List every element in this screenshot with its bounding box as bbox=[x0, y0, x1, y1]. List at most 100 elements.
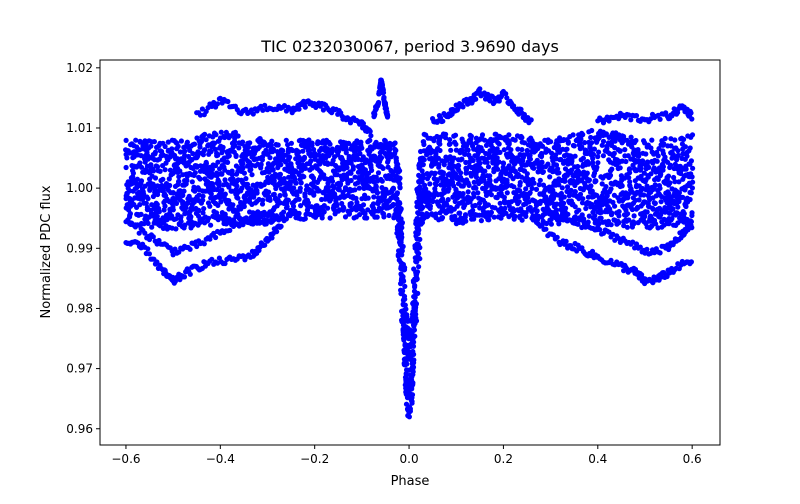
data-point bbox=[145, 220, 151, 226]
data-point bbox=[279, 147, 285, 154]
data-point bbox=[603, 184, 609, 190]
data-point bbox=[642, 213, 648, 219]
data-point bbox=[526, 177, 532, 183]
data-point bbox=[444, 157, 450, 163]
data-point bbox=[290, 203, 297, 209]
data-point bbox=[381, 194, 388, 200]
data-point bbox=[296, 210, 302, 216]
data-point bbox=[306, 137, 312, 143]
data-point bbox=[178, 214, 184, 220]
data-point bbox=[477, 86, 483, 92]
data-point bbox=[220, 144, 226, 150]
data-point bbox=[420, 175, 426, 181]
data-point bbox=[586, 177, 593, 183]
data-point bbox=[316, 188, 322, 194]
data-point bbox=[475, 190, 481, 196]
data-point bbox=[181, 188, 187, 194]
data-point bbox=[325, 205, 331, 211]
data-point bbox=[344, 165, 350, 171]
data-point bbox=[403, 379, 409, 385]
data-point bbox=[138, 211, 144, 217]
data-point bbox=[471, 190, 477, 197]
data-point bbox=[600, 138, 607, 144]
data-point bbox=[582, 180, 588, 186]
data-point bbox=[414, 242, 420, 248]
data-point bbox=[459, 148, 465, 154]
data-point bbox=[197, 176, 203, 182]
data-point bbox=[527, 190, 533, 196]
data-point bbox=[397, 231, 403, 237]
data-point bbox=[571, 143, 577, 149]
data-point bbox=[249, 172, 255, 178]
data-point bbox=[342, 214, 349, 220]
data-point bbox=[329, 148, 335, 154]
data-point bbox=[455, 162, 461, 168]
data-point bbox=[175, 143, 181, 149]
data-point bbox=[302, 191, 308, 197]
data-point bbox=[555, 166, 561, 172]
data-point bbox=[634, 189, 640, 195]
data-point bbox=[298, 180, 304, 186]
data-point bbox=[471, 179, 477, 185]
data-point bbox=[161, 207, 167, 213]
data-point bbox=[409, 377, 415, 383]
data-point bbox=[209, 166, 215, 172]
data-point bbox=[401, 296, 407, 302]
data-point bbox=[284, 204, 290, 210]
data-point bbox=[145, 246, 151, 252]
data-point bbox=[311, 190, 317, 196]
data-point bbox=[189, 179, 195, 185]
data-point bbox=[195, 153, 201, 159]
data-point bbox=[269, 235, 275, 241]
data-point bbox=[218, 171, 224, 177]
data-point bbox=[453, 147, 459, 153]
data-point bbox=[212, 146, 218, 152]
data-point bbox=[240, 222, 246, 228]
data-point bbox=[427, 205, 433, 212]
data-point bbox=[123, 164, 129, 171]
data-point bbox=[268, 142, 274, 148]
data-point bbox=[259, 154, 266, 160]
data-point bbox=[644, 183, 650, 189]
data-point bbox=[370, 201, 377, 207]
data-point bbox=[675, 204, 681, 210]
data-point bbox=[208, 222, 214, 228]
data-point bbox=[148, 143, 154, 149]
data-point bbox=[173, 200, 180, 206]
data-point bbox=[578, 136, 584, 142]
data-point bbox=[633, 113, 640, 119]
data-point bbox=[575, 163, 581, 170]
data-point bbox=[277, 192, 283, 199]
data-point bbox=[416, 200, 422, 206]
data-point bbox=[487, 178, 493, 184]
data-point bbox=[636, 150, 642, 157]
data-point bbox=[258, 161, 264, 168]
data-point bbox=[392, 140, 398, 146]
data-point bbox=[215, 159, 221, 165]
data-point bbox=[689, 212, 695, 219]
data-point bbox=[397, 168, 403, 174]
data-point bbox=[616, 158, 622, 164]
data-point bbox=[277, 171, 283, 177]
data-point bbox=[589, 127, 595, 134]
data-point bbox=[401, 325, 407, 331]
data-point bbox=[376, 99, 382, 106]
data-point bbox=[260, 197, 266, 203]
data-point bbox=[126, 188, 132, 194]
data-point bbox=[288, 162, 294, 168]
data-point bbox=[150, 166, 156, 172]
data-point bbox=[185, 200, 191, 206]
data-point bbox=[403, 356, 409, 362]
data-point bbox=[218, 129, 224, 135]
data-point bbox=[633, 137, 639, 144]
data-point bbox=[294, 192, 300, 198]
data-point bbox=[176, 174, 182, 180]
data-point bbox=[385, 112, 391, 119]
data-point bbox=[682, 144, 689, 150]
data-point bbox=[582, 140, 588, 146]
data-point bbox=[657, 185, 663, 191]
data-point bbox=[334, 202, 340, 208]
data-point bbox=[275, 142, 281, 148]
data-point bbox=[584, 170, 590, 176]
data-point bbox=[302, 165, 308, 171]
